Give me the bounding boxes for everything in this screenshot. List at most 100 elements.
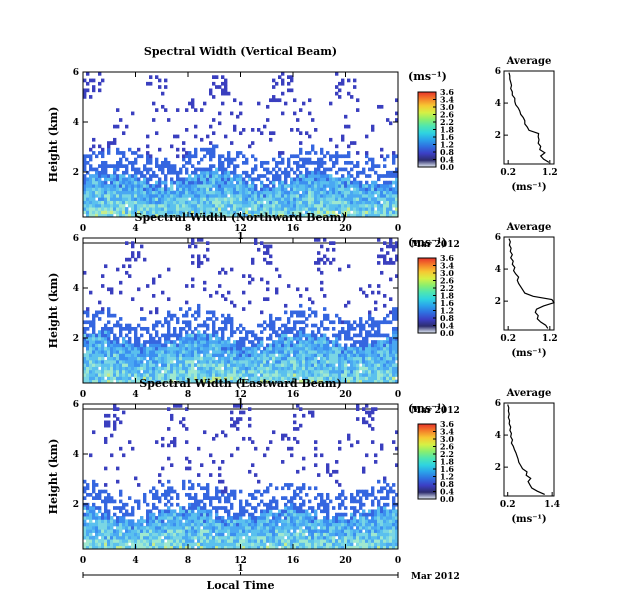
colorbar-tick-label: 0.8 <box>440 313 454 323</box>
profile-x-tick-label: 0.2 <box>500 500 516 510</box>
colorbar-tick-label: 1.6 <box>440 464 454 474</box>
x-tick-label: 20 <box>339 556 352 566</box>
profile-title: Average <box>506 56 552 67</box>
profile-y-tick-label: 6 <box>495 233 501 243</box>
colorbar-tick-label: 1.2 <box>440 306 454 316</box>
day-label: 1 <box>237 398 243 408</box>
y-tick-label: 4 <box>73 284 79 294</box>
profile-x-tick-label: 0.2 <box>500 168 516 178</box>
colorbar-tick-label: 3.0 <box>440 102 454 112</box>
y-tick-label: 2 <box>73 168 79 178</box>
profile-y-tick-label: 2 <box>495 131 501 141</box>
x-tick-label: 20 <box>339 224 352 234</box>
y-tick-label: 6 <box>73 234 79 244</box>
colorbar-tick-label: 3.6 <box>440 87 454 97</box>
x-tick-label: 4 <box>132 224 138 234</box>
x-tick-label: 12 <box>234 224 247 234</box>
chart-panel-1: Spectral Width (Vertical Beam) 6 4 2 Height … <box>47 45 558 250</box>
colorbar-tick-label: 0.4 <box>440 321 454 331</box>
colorbar-tick-label: 1.2 <box>440 472 454 482</box>
profile-x-label: (ms⁻¹) <box>511 348 546 359</box>
profile-y-tick-label: 4 <box>495 265 501 275</box>
colorbar-tick-label: 0.4 <box>440 155 454 165</box>
profile-x-tick-label: 1.2 <box>542 168 558 178</box>
y-tick-label: 6 <box>73 400 79 410</box>
x-tick-label: 0 <box>80 556 86 566</box>
x-tick-label: 0 <box>80 390 86 400</box>
colorbar-tick-label: 3.0 <box>440 268 454 278</box>
profile-y-tick-label: 2 <box>495 463 501 473</box>
colorbar-tick-label: 1.8 <box>440 291 454 301</box>
x-tick-label: 20 <box>339 390 352 400</box>
colorbar-tick-label: 2.6 <box>440 110 454 120</box>
colorbar-tick-label: 3.6 <box>440 419 454 429</box>
profile-y-tick-label: 2 <box>495 297 501 307</box>
colorbar-unit: (ms⁻¹) <box>408 402 447 415</box>
x-tick-label: 8 <box>185 390 191 400</box>
profile-y-tick-label: 4 <box>495 99 501 109</box>
y-axis-label: Height (km) <box>47 439 60 515</box>
y-tick-label: 4 <box>73 118 79 128</box>
y-axis-label: Height (km) <box>47 107 60 183</box>
x-tick-label: 8 <box>185 224 191 234</box>
colorbar-tick-label: 3.6 <box>440 253 454 263</box>
profile-frame <box>503 236 555 331</box>
profile-frame <box>503 70 555 165</box>
chart-panel-3: Spectral Width (Eastward Beam) 6 4 2 Height … <box>47 377 560 592</box>
colorbar-tick-label: 2.2 <box>440 283 454 293</box>
colorbar-tick-label: 2.2 <box>440 449 454 459</box>
colorbar-tick-label: 3.0 <box>440 434 454 444</box>
y-tick-label: 6 <box>73 68 79 78</box>
colorbar-unit: (ms⁻¹) <box>408 236 447 249</box>
profile-x-tick-label: 1.4 <box>544 500 560 510</box>
profile-line <box>508 238 555 329</box>
x-tick-label: 0 <box>395 390 401 400</box>
y-tick-label: 4 <box>73 450 79 460</box>
chart-title: Spectral Width (Eastward Beam) <box>139 377 341 390</box>
colorbar-tick-label: 2.6 <box>440 276 454 286</box>
x-tick-label: 0 <box>395 224 401 234</box>
colorbar-tick-label: 3.4 <box>440 95 454 105</box>
heatmap-cells <box>83 72 399 218</box>
colorbar-tick-label: 1.8 <box>440 457 454 467</box>
colorbar-tick-label: 0.0 <box>440 494 454 504</box>
x-tick-label: 16 <box>287 390 300 400</box>
colorbar-tick-label: 2.6 <box>440 442 454 452</box>
y-axis-label: Height (km) <box>47 273 60 349</box>
colorbar-tick-label: 1.8 <box>440 125 454 135</box>
colorbar-tick-label: 0.8 <box>440 479 454 489</box>
day-label: 1 <box>237 564 243 574</box>
profile-y-tick-label: 6 <box>495 399 501 409</box>
profile-y-tick-label: 6 <box>495 67 501 77</box>
x-tick-label: 4 <box>132 390 138 400</box>
chart-panel-2: Spectral Width (Northward Beam) 6 4 2 Height… <box>47 211 558 416</box>
heatmap-cells <box>83 404 399 550</box>
profile-x-label: (ms⁻¹) <box>511 182 546 193</box>
colorbar-tick-label: 1.2 <box>440 140 454 150</box>
x-tick-label: 12 <box>234 390 247 400</box>
profile-frame <box>503 402 555 497</box>
heatmap-cells <box>83 238 399 384</box>
date-label: Mar 2012 <box>411 240 460 250</box>
x-tick-label: 16 <box>287 224 300 234</box>
colorbar-tick-label: 1.6 <box>440 298 454 308</box>
colorbar-tick-label: 2.2 <box>440 117 454 127</box>
date-label: Mar 2012 <box>411 406 460 416</box>
colorbar-tick-label: 0.4 <box>440 487 454 497</box>
profile-x-label: (ms⁻¹) <box>511 514 546 525</box>
colorbar-tick-label: 1.6 <box>440 132 454 142</box>
x-tick-label: 8 <box>185 556 191 566</box>
x-axis-title: Local Time <box>207 579 275 592</box>
colorbar-tick-label: 0.0 <box>440 162 454 172</box>
profile-x-tick-label: 1.2 <box>542 334 558 344</box>
profile-x-tick-label: 0.2 <box>500 334 516 344</box>
colorbar-tick-label: 0.8 <box>440 147 454 157</box>
day-label: 1 <box>237 232 243 242</box>
x-tick-label: 12 <box>234 556 247 566</box>
date-label: Mar 2012 <box>411 572 460 582</box>
profile-line <box>508 72 550 163</box>
profile-line <box>507 404 545 495</box>
colorbar-tick-label: 0.0 <box>440 328 454 338</box>
colorbar-tick-label: 3.4 <box>440 427 454 437</box>
